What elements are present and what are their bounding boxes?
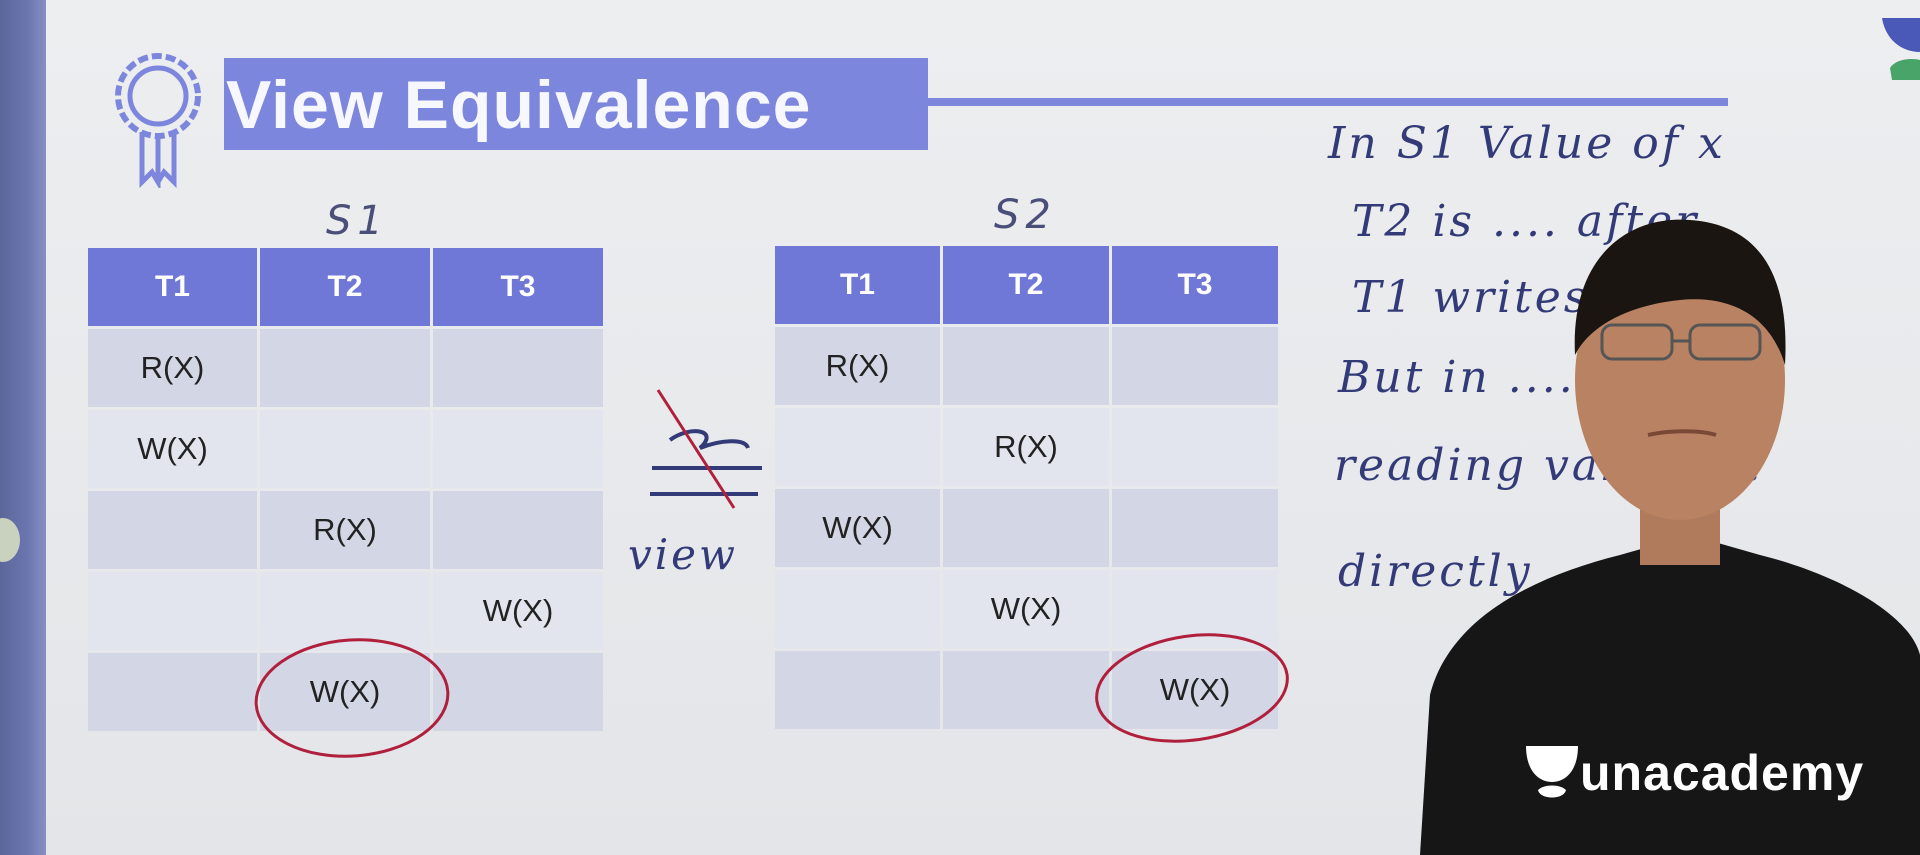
schedule-s1-table: T1 T2 T3 R(X) W(X) R(X) W(X) W(X) xyxy=(85,245,606,734)
table-cell xyxy=(1112,327,1278,405)
table-cell xyxy=(943,327,1109,405)
column-header-t3: T3 xyxy=(1112,246,1278,324)
brand-logo: unacademy xyxy=(1524,742,1864,804)
table-cell: W(X) xyxy=(260,653,430,731)
schedule-s2-label: S2 xyxy=(994,192,1057,238)
table-row: W(X) xyxy=(775,651,1278,729)
table-row: R(X) xyxy=(88,491,603,569)
table-row: W(X) xyxy=(775,570,1278,648)
table-cell xyxy=(1112,408,1278,486)
table-cell xyxy=(260,329,430,407)
corner-logo-icon xyxy=(1882,18,1920,80)
table-cell xyxy=(433,410,603,488)
schedule-s1-label: S1 xyxy=(326,198,389,244)
table-cell: R(X) xyxy=(943,408,1109,486)
table-cell xyxy=(260,572,430,650)
schedule-s2-table: T1 T2 T3 R(X) R(X) W(X) W(X) W(X xyxy=(772,243,1281,732)
table-cell xyxy=(775,570,940,648)
expand-arrow-icon[interactable] xyxy=(0,518,20,562)
column-header-t1: T1 xyxy=(88,248,257,326)
title-underline xyxy=(928,98,1728,106)
table-cell xyxy=(1112,489,1278,567)
note-line-1: In S1 Value of x xyxy=(1328,118,1726,169)
column-header-t1: T1 xyxy=(775,246,940,324)
table-cell: R(X) xyxy=(88,329,257,407)
column-header-t3: T3 xyxy=(433,248,603,326)
award-badge-icon xyxy=(115,53,201,188)
brand-name: unacademy xyxy=(1580,745,1865,801)
left-sidebar-strip xyxy=(0,0,46,855)
table-cell xyxy=(433,491,603,569)
table-cell xyxy=(260,410,430,488)
table-cell: W(X) xyxy=(88,410,257,488)
table-row: R(X) xyxy=(775,327,1278,405)
table-row: W(X) xyxy=(88,572,603,650)
table-cell: W(X) xyxy=(1112,651,1278,729)
table-cell xyxy=(433,329,603,407)
table-row: R(X) xyxy=(775,408,1278,486)
table-cell xyxy=(775,408,940,486)
table-cell: R(X) xyxy=(775,327,940,405)
table-cell: W(X) xyxy=(775,489,940,567)
relation-label-view: view xyxy=(628,530,738,579)
table-cell xyxy=(88,491,257,569)
table-row: W(X) xyxy=(88,410,603,488)
table-cell: R(X) xyxy=(260,491,430,569)
table-cell xyxy=(88,572,257,650)
table-cell: W(X) xyxy=(433,572,603,650)
table-cell xyxy=(1112,570,1278,648)
table-cell xyxy=(943,489,1109,567)
title-bar xyxy=(224,58,928,150)
table-header-row: T1 T2 T3 xyxy=(88,248,603,326)
table-cell xyxy=(88,653,257,731)
table-cell xyxy=(943,651,1109,729)
unacademy-logo-icon xyxy=(1526,746,1578,798)
table-row: W(X) xyxy=(775,489,1278,567)
column-header-t2: T2 xyxy=(260,248,430,326)
table-row: R(X) xyxy=(88,329,603,407)
table-cell xyxy=(775,651,940,729)
column-header-t2: T2 xyxy=(943,246,1109,324)
page-title: View Equivalence xyxy=(226,67,812,143)
table-row: W(X) xyxy=(88,653,603,731)
table-cell: W(X) xyxy=(943,570,1109,648)
table-cell xyxy=(433,653,603,731)
table-header-row: T1 T2 T3 xyxy=(775,246,1278,324)
